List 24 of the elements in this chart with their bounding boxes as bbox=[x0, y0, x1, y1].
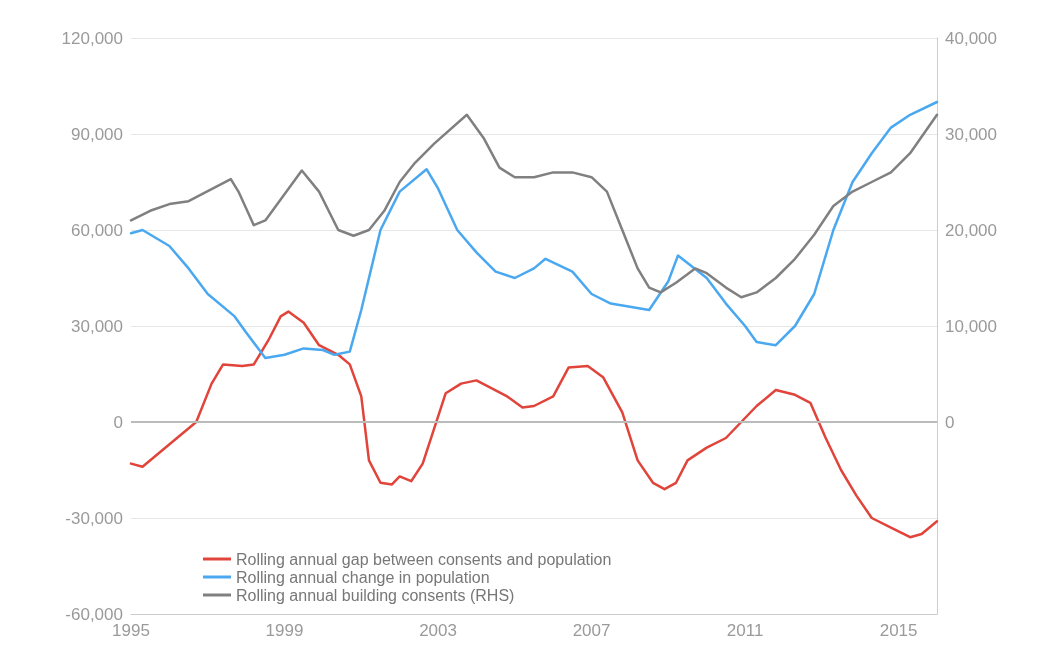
x-tick-label: 2015 bbox=[879, 621, 918, 640]
x-tick-label: 1999 bbox=[265, 621, 304, 640]
x-tick-label: 2007 bbox=[572, 621, 611, 640]
legend-label: Rolling annual change in population bbox=[236, 568, 490, 586]
x-tick-label: 1995 bbox=[112, 621, 150, 640]
line-series bbox=[129, 100, 939, 360]
line-series bbox=[129, 113, 939, 299]
line-series bbox=[129, 310, 939, 539]
y2-tick-label: 0 bbox=[945, 412, 955, 432]
x-tick-label: 2003 bbox=[419, 621, 457, 640]
x-tick-label: 2011 bbox=[726, 621, 764, 640]
legend-label: Rolling annual gap between consents and population bbox=[236, 550, 612, 568]
y2-tick-label: 30,000 bbox=[945, 124, 997, 144]
y-tick-label: 30,000 bbox=[71, 316, 123, 336]
y-tick-label: -60,000 bbox=[65, 604, 123, 624]
y-tick-label: 0 bbox=[113, 412, 123, 432]
legend-label: Rolling annual building consents (RHS) bbox=[236, 586, 515, 604]
y2-tick-label: 10,000 bbox=[945, 316, 997, 336]
y-tick-label: 60,000 bbox=[71, 220, 123, 240]
y2-tick-label: 40,000 bbox=[945, 28, 997, 48]
y2-tick-label: 20,000 bbox=[945, 220, 997, 240]
y-tick-label: -30,000 bbox=[65, 508, 123, 528]
y-tick-label: 120,000 bbox=[61, 28, 123, 48]
y-tick-label: 90,000 bbox=[71, 124, 123, 144]
